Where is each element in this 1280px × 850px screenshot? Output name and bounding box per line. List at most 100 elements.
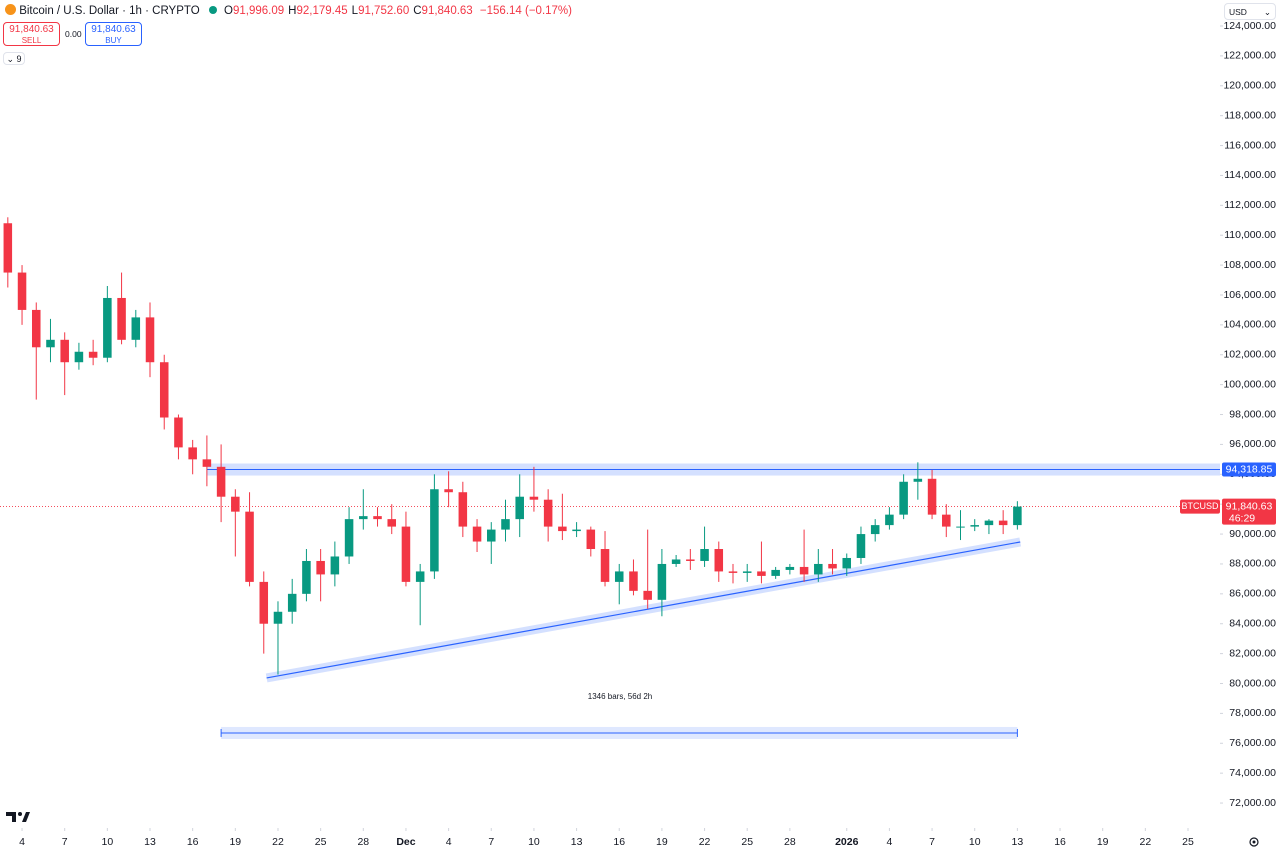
candle-body bbox=[814, 563, 823, 575]
candle-body bbox=[316, 560, 325, 575]
y-tick-label: 122,000.00 bbox=[1223, 50, 1276, 62]
candle-body bbox=[757, 571, 766, 576]
buy-price: 91,840.63 bbox=[91, 24, 136, 35]
x-tick-label: 10 bbox=[969, 836, 981, 848]
x-tick-label: 4 bbox=[446, 836, 452, 848]
tv-logo bbox=[6, 812, 30, 822]
x-tick-label: 10 bbox=[528, 836, 540, 848]
candle-body bbox=[614, 571, 624, 582]
ohlc: O91,996.09 H92,179.45 L91,752.60 C91,840.63 bbox=[224, 5, 477, 17]
candle-body bbox=[401, 526, 411, 582]
y-tick-label: 100,000.00 bbox=[1223, 378, 1276, 390]
candle-body bbox=[998, 520, 1008, 526]
x-tick-label: 16 bbox=[613, 836, 625, 848]
candle-body bbox=[245, 511, 254, 582]
candle-body bbox=[145, 317, 155, 363]
candle-body bbox=[515, 496, 524, 520]
candle-body bbox=[828, 563, 837, 569]
candle-body bbox=[785, 566, 795, 570]
candle-body bbox=[487, 529, 496, 542]
candle-body bbox=[46, 339, 55, 348]
x-tick-label: 19 bbox=[229, 836, 241, 848]
candle-body bbox=[302, 560, 311, 594]
x-tick-label: 16 bbox=[1054, 836, 1066, 848]
x-tick-label: 25 bbox=[315, 836, 327, 848]
x-tick-label: 2026 bbox=[835, 836, 859, 848]
candle-body bbox=[387, 519, 397, 527]
candle-body bbox=[686, 559, 695, 561]
ohlc-value: 91,996.09 bbox=[233, 5, 285, 17]
sell-button[interactable]: 91,840.63 SELL bbox=[3, 22, 60, 46]
candle-body bbox=[458, 492, 468, 527]
change: −156.14 (−0.17%) bbox=[479, 5, 572, 17]
x-tick-label: 19 bbox=[656, 836, 668, 848]
candle-body bbox=[287, 593, 297, 612]
candle-body bbox=[927, 478, 937, 515]
candle-body bbox=[629, 571, 638, 591]
candle-body bbox=[529, 496, 539, 500]
ohlc-value: 91,752.60 bbox=[358, 5, 410, 17]
market-status bbox=[208, 6, 217, 14]
candle-body bbox=[60, 339, 69, 363]
symbol-row: Bitcoin / U.S. Dollar · 1h · CRYPTO O91,… bbox=[5, 4, 572, 17]
candle-body bbox=[842, 557, 852, 569]
x-tick-label: 16 bbox=[187, 836, 199, 848]
x-tick-label: 7 bbox=[929, 836, 935, 848]
candle-body bbox=[174, 417, 183, 448]
candle-body bbox=[543, 499, 553, 527]
horizontal-line-label: 94,318.85 bbox=[1226, 463, 1273, 475]
y-tick-label: 88,000.00 bbox=[1229, 558, 1276, 570]
candle-body bbox=[1013, 506, 1022, 526]
candle-body bbox=[970, 525, 979, 527]
x-tick-label: 4 bbox=[886, 836, 892, 848]
candle-body bbox=[31, 309, 41, 348]
candle-body bbox=[344, 519, 354, 557]
ohlc-key: L bbox=[351, 5, 359, 17]
candle-body bbox=[131, 317, 141, 340]
candle-body bbox=[88, 351, 98, 358]
candle-body bbox=[444, 489, 453, 493]
x-tick-label: 22 bbox=[272, 836, 284, 848]
spread: 0.00 bbox=[65, 29, 82, 39]
y-tick-label: 84,000.00 bbox=[1229, 618, 1276, 630]
y-tick-label: 120,000.00 bbox=[1223, 80, 1276, 92]
y-tick-label: 74,000.00 bbox=[1229, 767, 1276, 779]
candle-body bbox=[586, 529, 596, 550]
candle-body bbox=[558, 526, 567, 532]
y-tick-label: 72,000.00 bbox=[1229, 797, 1276, 809]
settings-icon[interactable] bbox=[1249, 837, 1259, 847]
x-tick-label: 19 bbox=[1097, 836, 1109, 848]
candle-body bbox=[984, 520, 994, 526]
candle-body bbox=[202, 459, 212, 467]
candle-body bbox=[259, 581, 269, 624]
x-tick-label: 25 bbox=[741, 836, 753, 848]
candle-body bbox=[657, 563, 667, 600]
buy-button[interactable]: 91,840.63 BUY bbox=[85, 22, 142, 46]
candle-body bbox=[728, 571, 738, 573]
x-tick-label: 10 bbox=[102, 836, 114, 848]
x-tick-label: Dec bbox=[396, 836, 415, 848]
x-tick-label: 25 bbox=[1182, 836, 1194, 848]
y-tick-label: 108,000.00 bbox=[1223, 259, 1276, 271]
candle-body bbox=[700, 549, 709, 561]
x-tick-label: 13 bbox=[144, 836, 156, 848]
candle-body bbox=[373, 516, 382, 520]
ohlc-key: C bbox=[413, 5, 422, 17]
ohlc-value: 91,840.63 bbox=[421, 5, 473, 17]
candle-body bbox=[216, 466, 226, 497]
ohlc-value: 92,179.45 bbox=[296, 5, 348, 17]
candle-body bbox=[330, 556, 340, 575]
y-tick-label: 106,000.00 bbox=[1223, 289, 1276, 301]
candle-body bbox=[159, 362, 169, 418]
candle-body bbox=[74, 351, 84, 363]
date-range-label: 1346 bars, 56d 2h bbox=[588, 692, 653, 701]
y-tick-label: 116,000.00 bbox=[1224, 139, 1276, 151]
indicators-toggle[interactable]: ⌄ 9 bbox=[3, 52, 25, 65]
currency-button[interactable]: USD ⌄ bbox=[1224, 3, 1276, 20]
y-tick-label: 98,000.00 bbox=[1229, 408, 1276, 420]
y-tick-label: 86,000.00 bbox=[1229, 588, 1276, 600]
indicator-count: 9 bbox=[16, 54, 22, 64]
candle-body bbox=[572, 529, 581, 532]
y-tick-label: 78,000.00 bbox=[1229, 707, 1276, 719]
